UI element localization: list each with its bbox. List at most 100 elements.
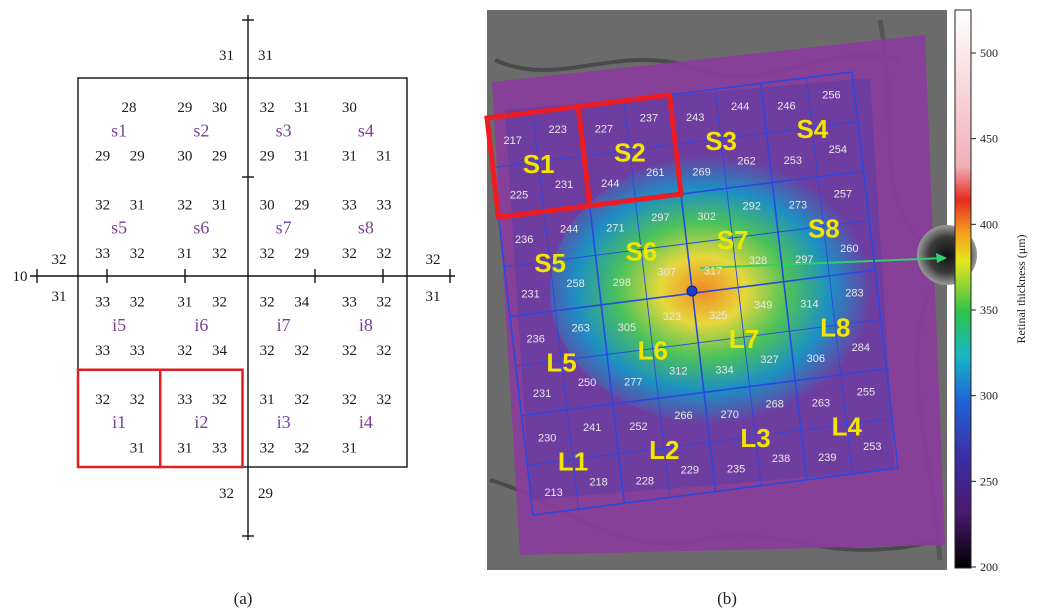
cell-label: s1 (111, 120, 127, 140)
region-value: 283 (845, 288, 863, 300)
cell-value: 32 (294, 343, 309, 359)
region-value: 223 (549, 124, 567, 136)
region-value: 260 (840, 243, 858, 255)
cell-label: s4 (358, 120, 374, 140)
region-value: 225 (510, 190, 528, 202)
cell-label: i7 (277, 315, 291, 335)
cell-value: 32 (260, 440, 275, 456)
fovea-marker (686, 285, 698, 297)
cell-label: i2 (194, 412, 208, 432)
cell-value: 29 (294, 246, 309, 262)
map-grid-line (805, 77, 853, 474)
colorbar-tick-label: 500 (980, 46, 998, 60)
region-value: 258 (566, 278, 584, 290)
cell-label: s5 (111, 218, 127, 238)
cell-value: 31 (130, 197, 145, 213)
cell-value: 33 (212, 440, 227, 456)
cell-label: i3 (277, 412, 291, 432)
cell-value: 32 (376, 246, 391, 262)
region-value: 306 (807, 353, 825, 365)
region-value: 244 (601, 178, 619, 190)
cell-label: i6 (194, 315, 208, 335)
cell-label: i1 (112, 412, 126, 432)
cell-value: 33 (342, 295, 357, 311)
cell-value: 31 (212, 197, 227, 213)
colorbar-tick-label: 200 (980, 560, 998, 574)
cell-value: 32 (376, 295, 391, 311)
region-value: 314 (800, 298, 818, 310)
region-label: L3 (740, 423, 770, 453)
region-value: 231 (555, 179, 573, 191)
region-label: S4 (796, 114, 828, 144)
top-value: 31 (258, 48, 273, 64)
bottom-value: 32 (219, 486, 234, 502)
region-value: 273 (789, 199, 807, 211)
cell-value: 30 (342, 100, 357, 116)
colorbar-tick-label: 300 (980, 389, 998, 403)
cell-value: 31 (177, 246, 192, 262)
cell-value: 33 (342, 197, 357, 213)
cell-value: 32 (342, 392, 357, 408)
region-value: 257 (834, 189, 852, 201)
region-value: 231 (521, 289, 539, 301)
region-value: 263 (812, 398, 830, 410)
cell-value: 32 (95, 392, 110, 408)
region-label: L6 (638, 336, 668, 366)
region-value: 262 (737, 156, 755, 168)
region-value: 298 (613, 277, 631, 289)
region-value: 263 (572, 323, 590, 335)
region-value: 292 (743, 200, 761, 212)
cell-value: 29 (177, 100, 192, 116)
region-value: 217 (504, 135, 522, 147)
region-label: S8 (808, 213, 840, 243)
cell-s1: s1 28 29 29 (95, 100, 145, 165)
cell-value: 33 (95, 343, 110, 359)
cell-value: 31 (294, 149, 309, 165)
cell-value: 31 (376, 149, 391, 165)
panel-b-values: 217223225231S1227237244261S2243244269262… (504, 90, 882, 500)
region-value: 246 (777, 100, 795, 112)
cell-value: 33 (376, 197, 391, 213)
cell-value: 31 (294, 100, 309, 116)
region-value: 266 (674, 410, 692, 422)
cell-value: 32 (130, 295, 145, 311)
cell-value: 32 (260, 246, 275, 262)
region-value: 284 (852, 342, 870, 354)
region-value: 349 (754, 299, 772, 311)
region-value: 213 (544, 487, 562, 499)
region-value: 235 (727, 464, 745, 476)
left-label: 10 (13, 269, 28, 285)
region-value: 250 (578, 377, 596, 389)
map-grid-line (851, 71, 899, 469)
cell-value: 33 (95, 295, 110, 311)
region-value: 271 (606, 223, 624, 235)
colorbar-title: Retinal thickness (μm) (1014, 234, 1028, 343)
cell-value: 32 (294, 392, 309, 408)
caption-b: (b) (717, 589, 737, 608)
region-value: 230 (538, 433, 556, 445)
cell-value: 31 (260, 392, 275, 408)
region-value: 256 (822, 90, 840, 102)
cell-value: 32 (212, 246, 227, 262)
map-grid-line (521, 368, 887, 417)
region-value: 270 (721, 409, 739, 421)
map-grid-line (759, 83, 808, 480)
